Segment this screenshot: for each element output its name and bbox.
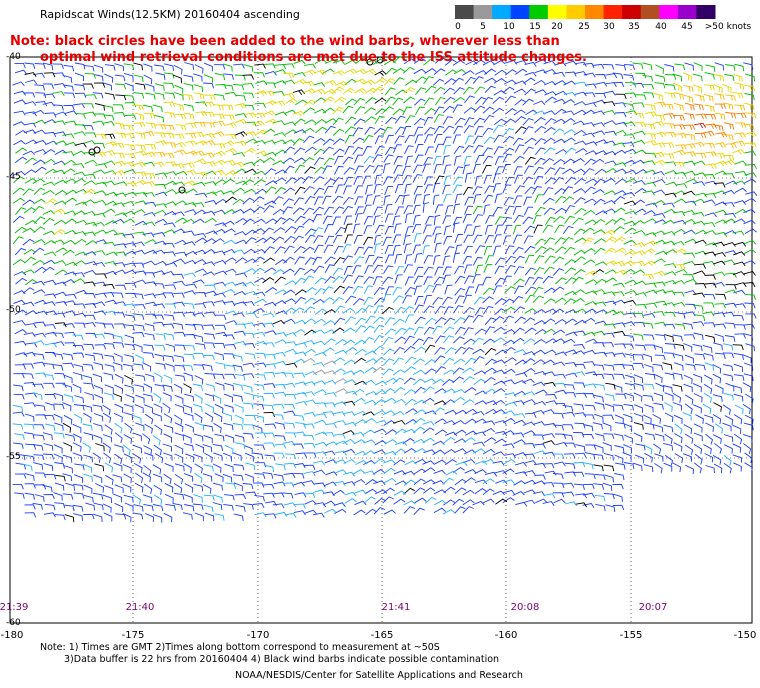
legend-swatch xyxy=(696,5,716,19)
time-label-5: 20:07 xyxy=(638,602,668,613)
quality-circle xyxy=(178,186,186,194)
wind-barb-group xyxy=(45,68,757,280)
wind-barb-group xyxy=(12,81,744,521)
lon-label-155: -155 xyxy=(619,630,643,641)
lon-label-160: -160 xyxy=(494,630,518,641)
wind-barb-group xyxy=(12,57,758,523)
footer-credit: NOAA/NESDIS/Center for Satellite Applica… xyxy=(235,670,523,681)
note-line-1: Note: black circles have been added to t… xyxy=(10,34,560,49)
note-line-2: optimal wind retrieval conditions are me… xyxy=(40,50,587,65)
legend-label: 20 xyxy=(551,22,563,32)
grid-lines xyxy=(10,57,752,623)
legend-label: 40 xyxy=(655,22,667,32)
legend-swatch xyxy=(585,5,605,19)
legend-swatch xyxy=(677,5,697,19)
quality-circle xyxy=(93,146,101,154)
lon-label-170: -170 xyxy=(246,630,270,641)
quality-circles xyxy=(88,56,384,194)
lon-label-175: -175 xyxy=(121,630,145,641)
plot-frame xyxy=(9,56,753,624)
legend-swatch xyxy=(622,5,642,19)
lat-label-60: -60 xyxy=(6,618,21,628)
lon-label-150: -150 xyxy=(733,630,757,641)
legend-swatch xyxy=(529,5,549,19)
lon-label-165: -165 xyxy=(370,630,394,641)
wind-barb-group xyxy=(142,84,757,159)
time-label-2: 21:40 xyxy=(125,602,155,613)
legend-label: >50 knots xyxy=(704,22,752,32)
wind-barb-group xyxy=(302,357,386,394)
legend-label: 5 xyxy=(480,22,486,32)
lat-label-50: -50 xyxy=(6,305,21,315)
legend-label: 0 xyxy=(455,22,461,32)
time-label-3: 21:41 xyxy=(381,602,411,613)
legend-swatch xyxy=(455,5,475,19)
quality-circle xyxy=(366,58,374,66)
footer-note-1: Note: 1) Times are GMT 2)Times along bot… xyxy=(40,642,440,653)
legend-swatch xyxy=(640,5,660,19)
wind-barb-group xyxy=(694,122,706,129)
wind-barbs xyxy=(12,56,758,523)
lat-label-55: -55 xyxy=(6,452,21,462)
lat-label-40: -40 xyxy=(6,52,21,62)
legend-label: 45 xyxy=(681,22,693,32)
legend-swatch xyxy=(510,5,530,19)
wind-barb-group xyxy=(663,102,747,139)
legend-swatch xyxy=(659,5,679,19)
time-label-1: 21:39 xyxy=(0,602,29,613)
legend-swatch xyxy=(473,5,493,19)
footer-note-2: 3)Data buffer is 22 hrs from 20160404 4)… xyxy=(64,654,500,665)
lat-label-45: -45 xyxy=(6,172,21,182)
legend-swatch xyxy=(566,5,586,19)
wind-barb-group xyxy=(12,56,757,341)
wind-barb-group xyxy=(24,62,756,523)
legend-label: 35 xyxy=(628,22,640,32)
legend-swatch xyxy=(492,5,512,19)
legend-swatch xyxy=(547,5,567,19)
legend-label: 25 xyxy=(578,22,590,32)
legend-label: 15 xyxy=(529,22,541,32)
legend-label: 30 xyxy=(603,22,615,32)
map-title: Rapidscat Winds(12.5KM) 20160404 ascendi… xyxy=(40,8,300,21)
quality-circle xyxy=(376,56,384,64)
color-legend xyxy=(455,5,716,19)
legend-label: 10 xyxy=(503,22,515,32)
time-label-4: 20:08 xyxy=(510,602,540,613)
legend-swatch xyxy=(603,5,623,19)
lon-label-180: -180 xyxy=(0,630,24,641)
